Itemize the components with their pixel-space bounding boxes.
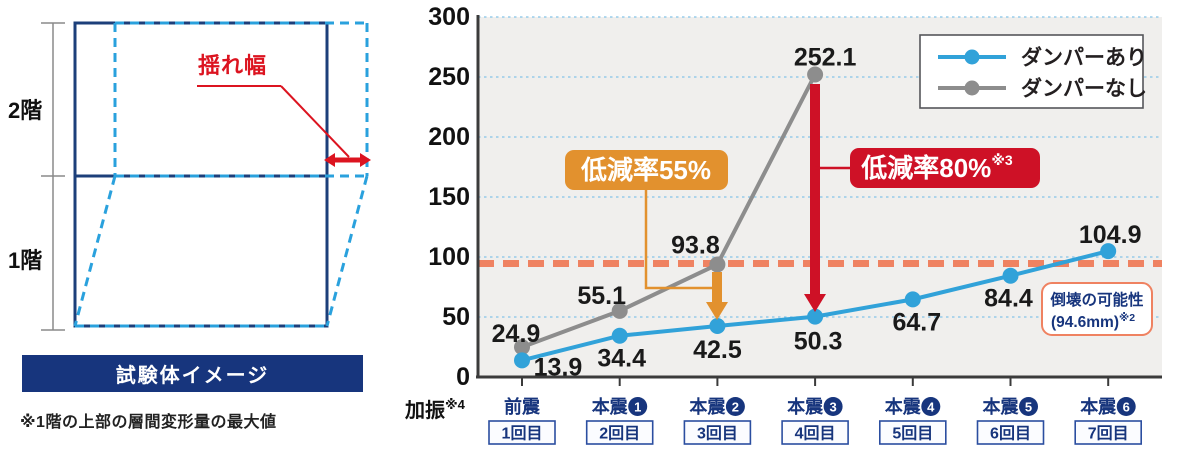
floor2-label: 2階 [8, 98, 43, 123]
svg-text:2回目: 2回目 [599, 425, 640, 443]
reduction-badge-55: 低減率55% [565, 150, 728, 190]
svg-text:50: 50 [442, 303, 470, 331]
numbered-circle [823, 397, 843, 416]
orange-down-arrow [706, 302, 728, 320]
svg-text:13.9: 13.9 [534, 353, 583, 381]
svg-text:100: 100 [428, 243, 470, 271]
svg-text:300: 300 [428, 3, 470, 31]
svg-text:ダンパーなし: ダンパーなし [1021, 77, 1147, 101]
svg-text:7回目: 7回目 [1088, 425, 1129, 443]
svg-text:1: 1 [634, 400, 641, 415]
trial-box [585, 420, 654, 445]
data-point [514, 352, 530, 369]
svg-text:0: 0 [456, 363, 470, 391]
reduction-annotations [644, 84, 850, 320]
footnote-1: ※1階の上部の層間変形量の最大値 [20, 414, 277, 431]
trial-box [1074, 420, 1143, 445]
svg-text:ダンパーあり: ダンパーあり [1021, 46, 1147, 70]
trial-box [683, 420, 752, 445]
svg-text:低減率55%: 低減率55% [580, 155, 711, 185]
svg-text:本震: 本震 [787, 396, 824, 417]
specimen-banner: 試験体イメージ [22, 355, 363, 392]
svg-text:5回目: 5回目 [892, 425, 933, 443]
specimen-panel: 2階 1階 揺れ幅 試験体イメージ ※1階の上部の層間変形量の最大値 [0, 0, 420, 464]
specimen-diagram [41, 21, 371, 331]
data-point [1002, 267, 1019, 284]
trial-box [488, 420, 556, 445]
shake-test-chart: 0 50 100 150 200 250 300 低減率55% 低減率80%※3 倒壊の可能性 (9… [404, 3, 1162, 445]
svg-text:200: 200 [428, 123, 470, 151]
series-ダンパーあり [514, 243, 1117, 369]
svg-text:3: 3 [829, 400, 836, 415]
arrowhead-right [360, 153, 371, 167]
trial-box [878, 420, 947, 445]
arrowhead-left [324, 153, 335, 167]
story-measure-line [41, 22, 65, 331]
svg-text:4回目: 4回目 [795, 425, 836, 443]
svg-text:本震: 本震 [885, 396, 922, 417]
svg-text:(94.6mm)※2: (94.6mm)※2 [1051, 312, 1135, 331]
svg-text:104.9: 104.9 [1079, 221, 1142, 249]
data-point [611, 327, 628, 344]
svg-text:93.8: 93.8 [671, 231, 720, 259]
series-ダンパーなし [514, 66, 824, 356]
svg-text:加振※4: 加振※4 [404, 397, 466, 422]
svg-text:50.3: 50.3 [794, 328, 843, 356]
svg-text:1回目: 1回目 [502, 425, 543, 443]
trial-box [781, 420, 849, 445]
numbered-circle [921, 397, 941, 416]
svg-text:150: 150 [428, 183, 470, 211]
svg-text:倒壊の可能性: 倒壊の可能性 [1049, 290, 1144, 309]
numbered-circle [1019, 397, 1038, 416]
svg-text:6回目: 6回目 [990, 425, 1031, 443]
data-point [709, 318, 726, 334]
svg-text:24.9: 24.9 [492, 320, 541, 348]
svg-text:本震: 本震 [592, 396, 629, 417]
data-point [807, 66, 824, 83]
numbered-circle [628, 397, 648, 416]
data-point [1100, 243, 1117, 260]
svg-text:42.5: 42.5 [693, 336, 742, 364]
svg-text:本震: 本震 [689, 396, 726, 417]
svg-text:5: 5 [1025, 400, 1032, 415]
sway-annotation [197, 85, 371, 167]
reduction-badge-80: 低減率80%※3 [850, 148, 1040, 188]
data-point [709, 256, 726, 273]
axes [476, 15, 1162, 386]
svg-text:34.4: 34.4 [597, 345, 646, 373]
svg-text:252.1: 252.1 [794, 43, 857, 71]
data-point [514, 339, 530, 356]
svg-text:低減率80%※3: 低減率80%※3 [860, 152, 1013, 183]
numbered-circle [1116, 397, 1136, 416]
frame-deformed [73, 21, 369, 328]
x-axis-labels: 前震 1回目 本震 1 2回目 本震 2 3回目 本震 3 4回目 本震 4 5回目 本震 5 6回目 本震 6 7回… [488, 396, 1143, 445]
svg-text:3回目: 3回目 [697, 425, 738, 443]
svg-text:6: 6 [1123, 400, 1130, 415]
y-axis-labels: 0 50 100 150 200 250 300 [428, 3, 470, 391]
svg-text:4: 4 [927, 400, 935, 415]
x-axis-title: 加振※4 [404, 397, 466, 422]
data-point [807, 308, 824, 325]
sway-width-label: 揺れ幅 [198, 53, 268, 78]
trial-box [976, 420, 1045, 445]
red-down-arrow [804, 294, 826, 312]
svg-text:本震: 本震 [1080, 396, 1117, 417]
numbered-circle [725, 397, 745, 416]
svg-text:84.4: 84.4 [984, 285, 1033, 313]
svg-text:本震: 本震 [983, 396, 1020, 417]
svg-text:前震: 前震 [504, 396, 541, 417]
svg-text:55.1: 55.1 [577, 282, 626, 310]
svg-text:2: 2 [732, 400, 739, 415]
collapse-label-box: 倒壊の可能性 (94.6mm)※2 [1041, 282, 1153, 336]
floor1-label: 1階 [8, 248, 43, 273]
data-point [611, 302, 628, 319]
svg-text:250: 250 [428, 63, 470, 91]
svg-text:64.7: 64.7 [892, 308, 941, 336]
chart-panel: 0 50 100 150 200 250 300 低減率55% 低減率80%※3 倒壊の可能性 (9… [390, 0, 1180, 464]
value-labels: 13.9 34.4 42.5 50.3 64.7 84.4 104.9 24.9 55.1 93.… [492, 43, 1142, 381]
data-point [904, 291, 921, 308]
